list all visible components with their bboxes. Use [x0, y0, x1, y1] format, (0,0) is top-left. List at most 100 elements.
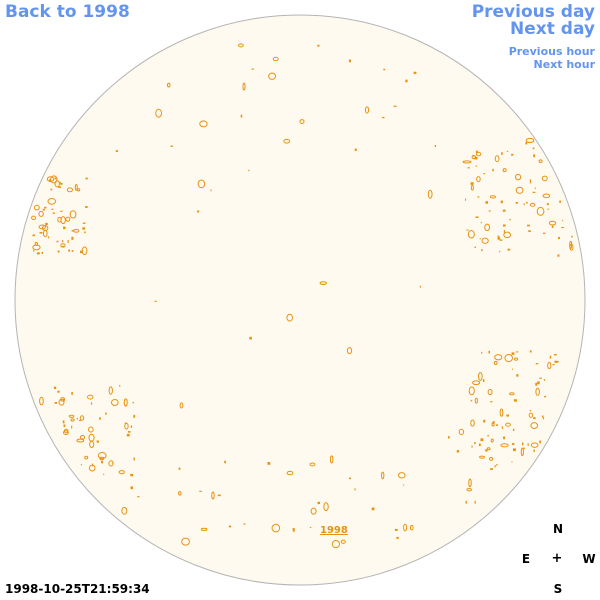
contour-mark: [85, 177, 88, 180]
contour-mark: [474, 397, 478, 404]
contour-mark: [346, 347, 353, 355]
contour-mark: [504, 353, 513, 363]
contour-mark: [319, 281, 327, 285]
back-to-year-link[interactable]: Back to 1998: [5, 2, 130, 22]
contour-mark: [547, 208, 549, 211]
contour-mark: [475, 150, 478, 153]
compass-south: S: [553, 582, 563, 596]
contour-mark: [458, 428, 465, 435]
contour-mark: [283, 138, 291, 144]
contour-mark: [210, 189, 212, 192]
contour-mark: [317, 501, 321, 505]
contour-mark: [130, 486, 134, 490]
contour-mark: [484, 223, 491, 232]
contour-mark: [562, 219, 564, 222]
contour-mark: [354, 488, 356, 491]
contour-mark: [37, 252, 40, 255]
contour-mark: [90, 402, 93, 405]
contour-mark: [468, 386, 475, 396]
contour-mark: [67, 240, 69, 243]
contour-mark: [166, 82, 171, 88]
contour-mark: [466, 229, 469, 231]
contour-mark: [97, 452, 107, 459]
contour-mark: [248, 169, 250, 172]
contour-mark: [80, 250, 83, 254]
contour-mark: [474, 246, 476, 249]
contour-mark: [217, 494, 221, 497]
contour-mark: [79, 415, 85, 421]
contour-mark: [309, 526, 312, 528]
contour-mark: [39, 396, 44, 406]
contour-mark: [413, 71, 417, 74]
contour-mark: [155, 108, 163, 118]
contour-mark: [38, 224, 47, 230]
contour-mark: [479, 237, 481, 240]
contour-mark: [529, 350, 532, 353]
contour-mark: [488, 350, 491, 354]
contour-mark: [78, 419, 82, 422]
contour-mark: [542, 193, 551, 199]
contour-mark: [515, 201, 518, 204]
contour-mark: [551, 225, 554, 228]
contour-mark: [69, 210, 77, 219]
contour-mark: [272, 56, 279, 62]
contour-mark: [63, 398, 65, 401]
contour-mark: [529, 409, 531, 412]
contour-mark: [532, 191, 536, 193]
contour-mark: [502, 168, 507, 173]
contour-mark: [292, 528, 295, 530]
contour-mark: [87, 394, 94, 400]
contour-mark: [251, 68, 254, 70]
year-marker-link[interactable]: 1998: [320, 525, 348, 536]
contour-mark: [82, 222, 86, 224]
contour-mark: [96, 440, 99, 443]
next-day-link[interactable]: Next day: [510, 19, 595, 39]
contour-mark: [487, 435, 490, 437]
contour-mark: [511, 352, 515, 355]
contour-mark: [76, 417, 78, 420]
contour-mark: [354, 148, 357, 151]
contour-mark: [499, 250, 501, 253]
contour-mark: [499, 408, 504, 417]
contour-mark: [512, 442, 515, 445]
contour-mark: [535, 363, 539, 365]
contour-mark: [34, 241, 39, 247]
contour-mark: [462, 160, 472, 164]
contour-mark: [481, 237, 489, 244]
contour-mark: [62, 245, 65, 248]
contour-mark: [481, 249, 483, 252]
contour-mark: [533, 154, 536, 158]
contour-mark: [154, 300, 157, 302]
contour-mark: [546, 203, 549, 206]
previous-hour-link[interactable]: Previous hour: [508, 45, 595, 58]
contour-mark: [371, 507, 375, 511]
contour-mark: [528, 230, 531, 233]
compass-north: N: [552, 522, 564, 536]
contour-mark: [382, 116, 385, 119]
contour-mark: [465, 500, 467, 504]
contour-mark: [468, 478, 472, 488]
contour-mark: [71, 230, 75, 232]
contour-mark: [553, 354, 557, 356]
contour-mark: [42, 229, 48, 238]
contour-mark: [105, 412, 107, 415]
contour-mark: [477, 196, 480, 198]
contour-mark: [470, 400, 473, 402]
contour-mark: [57, 390, 60, 393]
contour-mark: [537, 381, 540, 385]
previous-day-link[interactable]: Previous day: [471, 2, 595, 22]
contour-mark: [557, 254, 560, 257]
next-hour-link[interactable]: Next hour: [533, 58, 596, 71]
contour-mark: [133, 414, 136, 418]
contour-mark: [62, 420, 65, 424]
contour-mark: [60, 397, 66, 402]
contour-mark: [548, 220, 557, 226]
contour-mark: [527, 443, 529, 446]
contour-mark: [485, 201, 489, 204]
contour-mark: [481, 351, 483, 354]
contour-mark: [554, 360, 558, 363]
contour-mark: [99, 417, 101, 420]
contour-mark: [536, 206, 545, 216]
contour-mark: [60, 182, 63, 185]
contour-mark: [199, 490, 202, 492]
